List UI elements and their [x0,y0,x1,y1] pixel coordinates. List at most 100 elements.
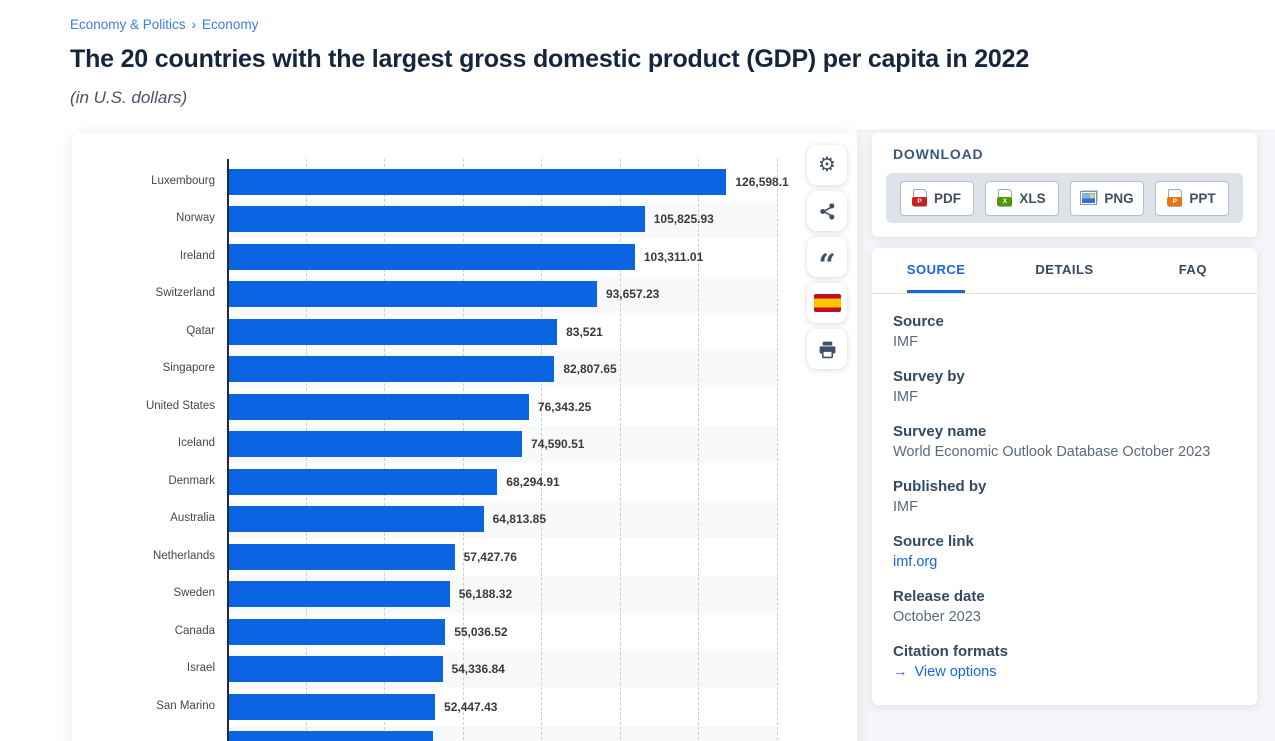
bar [229,356,555,383]
breadcrumb-link-economy[interactable]: Economy [202,17,259,32]
gridline [541,159,543,741]
print-button[interactable] [807,329,847,369]
download-button-label: PNG [1104,190,1134,206]
section-heading: Release date [893,588,985,605]
tab-details[interactable]: DETAILS [1035,262,1094,277]
bar [229,618,446,645]
bar [229,656,443,683]
category-label: Ireland [179,249,215,262]
section-heading: Published by [893,478,987,495]
value-label: 54,336.84 [451,662,505,677]
value-label: 57,427.76 [463,549,517,564]
value-label: 56,188.32 [458,587,513,602]
bar [229,393,529,420]
source-panel-body: Source IMF Survey by IMF Survey name World Ec… [872,294,1257,683]
category-label: Denmark [168,474,215,487]
chart-card: Luxembourg 126,598.1 Norway 105,825.93 Irela… [72,133,857,741]
value-label: 93,657.23 [605,287,660,302]
source-panel: SOURCE DETAILS FAQ Source IMF Survey by IMF Su… [872,248,1257,705]
tab-source[interactable]: SOURCE [872,248,1000,293]
section-heading: Survey by [893,368,965,385]
section-release-date: Release date October 2023 [893,586,1236,628]
value-label: 105,825.93 [653,212,714,227]
section-value: World Economic Outlook Database October … [893,444,1211,460]
settings-button[interactable]: ⚙ [807,145,847,185]
section-value: IMF [893,389,918,405]
value-label: 126,598.1 [735,174,789,189]
value-label: 68,294.91 [506,474,560,489]
category-label: Switzerland [155,287,215,300]
category-label: Australia [170,512,215,525]
download-png-button[interactable]: PNG [1070,180,1144,216]
category-label: Israel [186,662,215,675]
pdf-file-icon: P [912,189,927,207]
section-heading: Survey name [893,423,987,440]
download-button-label: PDF [934,190,961,206]
section-heading: Source link [893,533,974,550]
category-label: Sweden [173,587,215,600]
download-pdf-button[interactable]: P PDF [900,180,974,216]
bar [229,468,498,495]
value-label: 74,590.51 [531,437,585,452]
png-image-icon [1080,191,1098,205]
download-buttons: P PDF X XLS PNG P PPT [886,173,1243,223]
value-label: 82,807.65 [563,362,617,377]
bar [229,581,450,608]
gridline [619,159,621,741]
value-label: 103,311.01 [643,249,704,264]
download-xls-button[interactable]: X XLS [985,180,1059,216]
section-survey-name: Survey name World Economic Outlook Databa… [893,421,1236,463]
bar [229,318,558,345]
download-title: DOWNLOAD [893,146,984,162]
y-axis-line [227,159,229,741]
bar [229,168,727,195]
value-label: 55,036.52 [454,624,508,639]
category-label: San Marino [156,699,215,712]
bar [229,506,484,533]
section-value: IMF [893,334,918,350]
category-label: Netherlands [152,549,215,562]
category-label: United States [145,399,215,412]
bar [229,693,435,720]
section-published-by: Published by IMF [893,476,1236,518]
citation-button[interactable]: “ [807,237,847,281]
category-label: Canada [174,624,215,637]
source-tabs: SOURCE DETAILS FAQ [872,248,1257,294]
download-button-label: PPT [1189,190,1216,206]
section-value: IMF [893,499,918,515]
share-icon [819,202,834,220]
section-value: October 2023 [893,609,981,625]
section-heading: Citation formats [893,643,1009,660]
download-card: DOWNLOAD P PDF X XLS PNG P PPT [872,133,1257,237]
category-label: Qatar [186,324,215,337]
bar [229,243,635,270]
bar [229,543,455,570]
source-link[interactable]: imf.org [893,554,938,570]
bar [229,431,522,458]
tab-faq[interactable]: FAQ [1178,262,1207,277]
bar [229,731,433,741]
section-survey-by: Survey by IMF [893,366,1236,408]
value-label: 83,521 [566,324,603,339]
gridline [777,159,778,741]
value-label: 76,343.25 [537,399,592,414]
download-button-label: XLS [1019,190,1046,206]
category-label: Singapore [162,362,215,375]
breadcrumb: Economy & Politics › Economy [70,17,258,32]
page-title: The 20 countries with the largest gross … [70,45,1030,73]
share-button[interactable] [807,191,847,231]
spain-flag-icon [813,294,841,312]
view-options-link[interactable]: View options [914,664,997,680]
gear-icon: ⚙ [818,154,836,176]
xls-file-icon: X [997,189,1013,207]
download-ppt-button[interactable]: P PPT [1155,180,1229,216]
category-label: Norway [176,212,215,225]
bar [229,281,597,308]
section-citation-formats: Citation formats → View options [893,641,1236,683]
breadcrumb-link-economy-politics[interactable]: Economy & Politics [70,17,186,32]
gridline [698,159,700,741]
section-source: Source IMF [893,311,1236,353]
section-source-link: Source link imf.org [893,531,1236,573]
language-button[interactable] [807,283,847,323]
